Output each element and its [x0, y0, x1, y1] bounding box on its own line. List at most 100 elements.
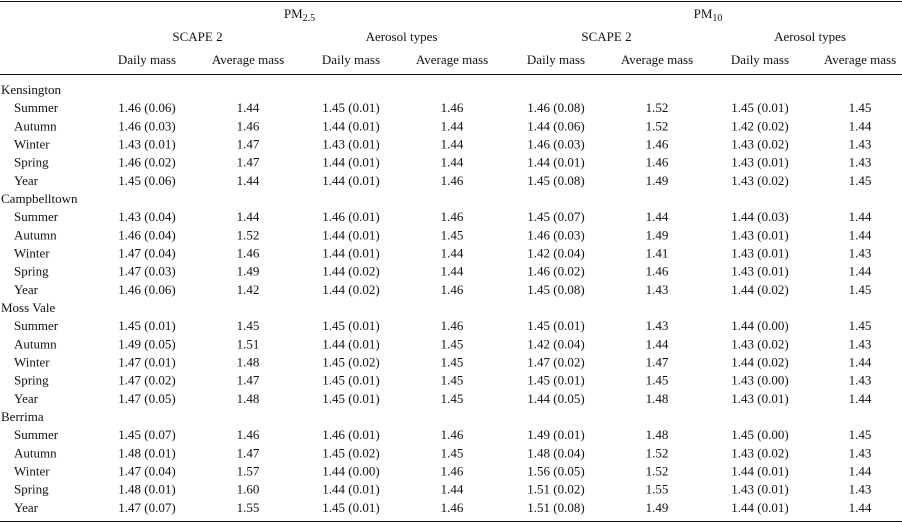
cell: 1.43 (0.01) [731, 391, 788, 406]
cell: 1.45 (0.01) [322, 500, 379, 515]
cell: 1.44 (0.05) [527, 391, 584, 406]
pollutant-header: PM2.5 [284, 6, 315, 24]
cell: 1.44 (0.02) [322, 264, 379, 279]
cell: 1.44 (0.01) [322, 118, 379, 133]
cell: 1.45 [849, 173, 872, 188]
cell: 1.41 [646, 246, 669, 261]
cell: 1.43 [849, 136, 872, 151]
cell: 1.44 [441, 155, 464, 170]
cell: 1.43 [646, 282, 669, 297]
season-label: Autumn [14, 445, 57, 460]
season-label: Spring [14, 155, 49, 170]
cell: 1.45 (0.02) [322, 445, 379, 460]
season-label: Winter [14, 246, 50, 261]
cell: 1.43 [849, 155, 872, 170]
cell: 1.46 [441, 100, 464, 115]
cell: 1.47 [237, 136, 260, 151]
cell: 1.46 (0.01) [322, 427, 379, 442]
cell: 1.44 (0.01) [322, 482, 379, 497]
season-label: Year [14, 391, 39, 406]
cell: 1.47 (0.07) [118, 500, 175, 515]
season-label: Summer [14, 318, 59, 333]
cell: 1.44 (0.01) [322, 155, 379, 170]
cell: 1.48 [237, 391, 260, 406]
cell: 1.45 [441, 355, 464, 370]
cell: 1.46 (0.03) [118, 118, 175, 133]
column-header: Average mass [824, 52, 896, 67]
cell: 1.47 (0.02) [527, 355, 584, 370]
cell: 1.43 (0.01) [731, 246, 788, 261]
season-label: Winter [14, 136, 50, 151]
cell: 1.44 (0.01) [322, 173, 379, 188]
cell: 1.43 (0.02) [731, 336, 788, 351]
cell: 1.49 [646, 500, 669, 515]
cell: 1.48 [237, 355, 260, 370]
season-label: Autumn [14, 336, 57, 351]
cell: 1.48 (0.01) [118, 482, 175, 497]
cell: 1.46 [646, 155, 669, 170]
cell: 1.46 [646, 136, 669, 151]
cell: 1.44 (0.01) [731, 464, 788, 479]
cell: 1.46 [646, 264, 669, 279]
cell: 1.43 (0.01) [731, 482, 788, 497]
cell: 1.45 (0.08) [527, 282, 584, 297]
season-label: Summer [14, 100, 59, 115]
season-label: Year [14, 282, 39, 297]
site-label: Berrima [1, 409, 44, 424]
cell: 1.52 [646, 118, 669, 133]
cell: 1.45 (0.02) [322, 355, 379, 370]
cell: 1.45 [441, 373, 464, 388]
cell: 1.44 (0.01) [322, 336, 379, 351]
cell: 1.43 (0.00) [731, 373, 788, 388]
cell: 1.48 [646, 427, 669, 442]
cell: 1.46 [441, 464, 464, 479]
cell: 1.60 [237, 482, 260, 497]
cell: 1.44 (0.02) [322, 282, 379, 297]
cell: 1.49 (0.05) [118, 336, 175, 351]
cell: 1.44 [849, 464, 872, 479]
method-header: Aerosol types [366, 29, 438, 44]
cell: 1.44 [237, 100, 260, 115]
column-header: Average mass [212, 52, 284, 67]
pollutant-sub: 10 [712, 13, 722, 24]
cell: 1.44 (0.02) [731, 355, 788, 370]
cell: 1.45 [849, 100, 872, 115]
cell: 1.47 (0.02) [118, 373, 175, 388]
cell: 1.43 [849, 246, 872, 261]
cell: 1.46 [237, 427, 260, 442]
cell: 1.57 [237, 464, 260, 479]
season-label: Summer [14, 427, 59, 442]
cell: 1.46 [441, 173, 464, 188]
cell: 1.43 (0.04) [118, 209, 175, 224]
cell: 1.48 [646, 391, 669, 406]
cell: 1.46 (0.02) [118, 155, 175, 170]
cell: 1.46 [237, 118, 260, 133]
cell: 1.44 (0.01) [527, 155, 584, 170]
cell: 1.46 (0.01) [322, 209, 379, 224]
cell: 1.45 (0.01) [118, 318, 175, 333]
site-label: Campbelltown [1, 191, 78, 206]
cell: 1.52 [646, 464, 669, 479]
cell: 1.44 (0.03) [731, 209, 788, 224]
cell: 1.43 [646, 318, 669, 333]
cell: 1.47 (0.04) [118, 246, 175, 261]
cell: 1.47 (0.01) [118, 355, 175, 370]
cell: 1.42 [237, 282, 260, 297]
cell: 1.46 (0.08) [527, 100, 584, 115]
cell: 1.44 (0.00) [731, 318, 788, 333]
cell: 1.43 [849, 336, 872, 351]
cell: 1.43 [849, 445, 872, 460]
season-label: Spring [14, 264, 49, 279]
cell: 1.45 [441, 336, 464, 351]
cell: 1.44 (0.06) [527, 118, 584, 133]
cell: 1.47 (0.05) [118, 391, 175, 406]
cell: 1.47 [237, 445, 260, 460]
cell: 1.45 [849, 427, 872, 442]
cell: 1.46 [441, 282, 464, 297]
cell: 1.45 (0.01) [322, 100, 379, 115]
cell: 1.49 [646, 227, 669, 242]
cell: 1.44 (0.00) [322, 464, 379, 479]
cell: 1.46 [237, 246, 260, 261]
cell: 1.44 (0.01) [322, 246, 379, 261]
